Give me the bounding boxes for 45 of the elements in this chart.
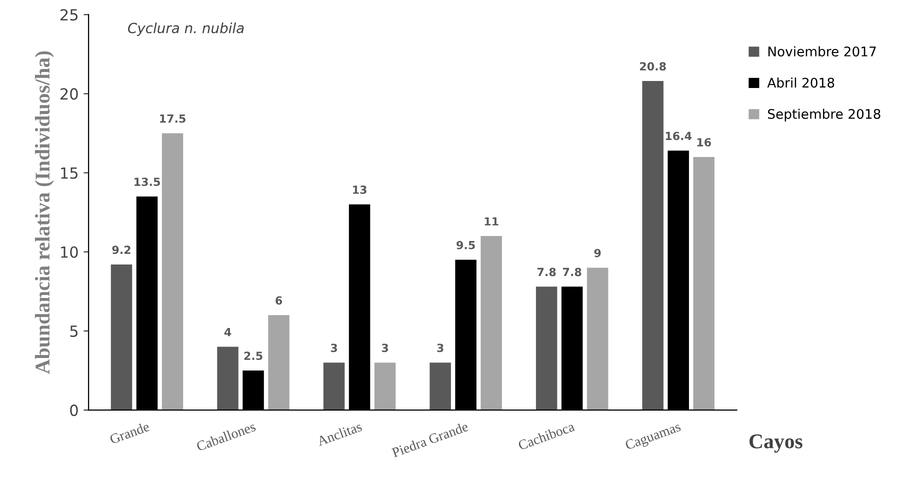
data-label: 3 xyxy=(437,344,444,352)
x-tick-label: Piedra Grande xyxy=(391,421,469,458)
data-label: 3 xyxy=(330,344,338,352)
data-label: 3 xyxy=(382,344,388,352)
data-label: 13 xyxy=(353,186,366,194)
data-label: 7.8 xyxy=(562,268,582,276)
data-label: 2.5 xyxy=(244,352,262,360)
y-tick-label: 15 xyxy=(61,167,78,179)
annotation: Cyclura n. nubila xyxy=(128,22,244,36)
bar xyxy=(430,362,451,410)
x-tick-label: Grande xyxy=(109,421,150,444)
data-label: 9 xyxy=(594,248,601,258)
y-tick-label: 10 xyxy=(61,246,78,258)
data-label: 17.5 xyxy=(160,114,186,123)
bar xyxy=(642,81,664,410)
data-label: 20.8 xyxy=(640,62,666,71)
y-axis-title: Abundancia relativa (Individuos/ha) xyxy=(34,51,54,374)
data-label: 16.4 xyxy=(666,132,692,140)
bar xyxy=(374,362,396,410)
data-label: 7.8 xyxy=(537,268,556,276)
y-tick-label: 25 xyxy=(60,9,78,21)
data-label: 4 xyxy=(224,328,232,336)
bar xyxy=(217,346,238,410)
legend-label: Septiembre 2018 xyxy=(768,108,880,122)
y-tick-label: 20 xyxy=(60,88,78,100)
bar xyxy=(480,236,502,410)
data-label: 9.5 xyxy=(456,240,475,250)
bar xyxy=(323,362,345,410)
data-label: 9.2 xyxy=(112,246,130,254)
bar xyxy=(110,264,132,410)
bar xyxy=(162,133,184,410)
data-label: 16 xyxy=(697,138,711,146)
bar xyxy=(536,286,558,410)
y-tick-label: 0 xyxy=(70,404,78,416)
y-tick-label: 5 xyxy=(70,326,78,337)
bar xyxy=(693,156,714,410)
x-tick-label: Anclitas xyxy=(316,421,362,446)
bar xyxy=(268,315,290,410)
data-label: 11 xyxy=(484,217,498,226)
data-label: 13.5 xyxy=(134,178,160,186)
x-axis-title: Cayos xyxy=(750,434,802,453)
legend-label: Abril 2018 xyxy=(767,78,834,88)
data-label: 6 xyxy=(276,296,282,305)
legend-label: Noviembre 2017 xyxy=(768,46,876,56)
bar xyxy=(586,268,608,410)
